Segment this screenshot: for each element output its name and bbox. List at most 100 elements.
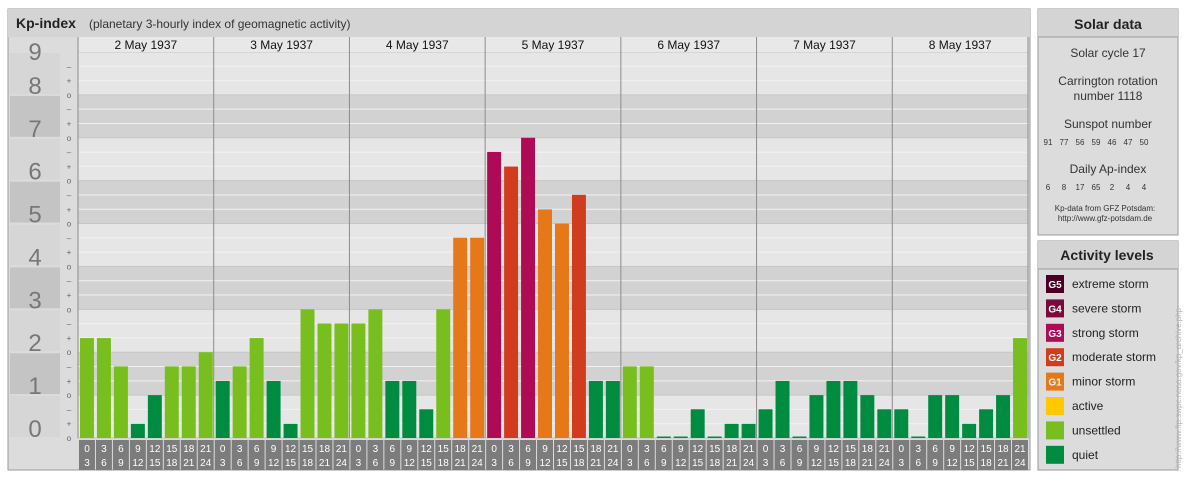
interval-end-label: 15 [692,458,704,469]
kp-sub-mark: o [67,391,72,400]
interval-end-label: 12 [947,458,959,469]
kp-sub-mark: – [67,405,72,414]
legend-swatch [1046,397,1064,415]
interval-cell [350,440,367,470]
kp-level-labels: 0 1 2 3 4 5 6 7 8 9 [10,39,60,443]
legend-swatch [1046,323,1064,342]
kp-level-label: 2 [28,330,41,357]
interval-cell [1012,440,1028,470]
interval-cell [757,440,774,470]
legend-badge-label: G5 [1048,280,1062,291]
interval-cell [672,440,689,470]
interval-end-label: 15 [556,458,568,469]
interval-cell [927,440,944,470]
kp-bar [283,423,298,438]
legend-item-label: minor storm [1072,375,1135,389]
kp-sub-mark: o [67,134,72,143]
interval-start-label: 6 [118,444,124,455]
kp-sub-mark: + [67,248,72,257]
level-band [78,137,1028,181]
interval-end-label: 21 [183,458,195,469]
kp-sub-level-marks: o + – o + – o + – o + – o + – o + – o + – o + – o + – [67,62,72,443]
interval-start-label: 0 [220,444,226,455]
level-band [78,223,1028,267]
kp-level-label: 0 [28,416,41,443]
kp-sub-mark: + [67,119,72,128]
ap-index-value: 2 [1110,183,1115,192]
interval-cell [961,440,978,470]
kp-bar [571,194,586,438]
ap-index-value: 6 [1046,183,1051,192]
interval-end-label: 24 [472,458,484,469]
interval-cell [401,440,418,470]
interval-cell [910,440,927,470]
solar-data-panel: Solar data Solar cycle 17 Carrington rot… [1037,8,1179,236]
interval-end-label: 3 [898,458,904,469]
kp-bar [96,338,111,438]
interval-start-label: 21 [200,444,212,455]
interval-cell [367,440,384,470]
interval-start-label: 9 [814,444,820,455]
kp-sub-mark: + [67,334,72,343]
interval-start-label: 0 [356,444,362,455]
interval-end-label: 18 [981,458,993,469]
ap-index-value: 65 [1092,183,1101,192]
interval-start-label: 18 [997,444,1009,455]
kp-bar [962,423,977,438]
kp-bar [385,380,400,438]
kp-sub-mark: – [67,320,72,329]
interval-start-label: 18 [183,444,195,455]
interval-start-label: 12 [421,444,433,455]
interval-start-label: 12 [692,444,704,455]
kp-bar [996,395,1011,438]
interval-cell [452,440,469,470]
kp-bar [605,380,620,438]
interval-end-label: 3 [220,458,226,469]
chart-subtitle: (planetary 3-hourly index of geomagnetic… [89,17,350,31]
ap-index-value: 8 [1062,183,1067,192]
interval-start-label: 12 [285,444,297,455]
kp-bar [521,137,536,438]
interval-start-label: 21 [879,444,891,455]
interval-end-label: 3 [491,458,497,469]
kp-level-label: 8 [28,73,41,100]
interval-cell [333,440,350,470]
carrington-rotation-line1: Carrington rotation [1058,74,1157,88]
legend-swatch [1046,299,1064,318]
legend-title-bar [1038,241,1178,269]
kp-sub-mark: o [67,262,72,271]
data-source-line2: http://www.gfz-potsdam.de [1058,214,1153,223]
interval-cell [384,440,401,470]
interval-cell [876,440,893,470]
legend-badge-label: G1 [1048,378,1062,389]
kp-bar [334,323,349,438]
kp-bar [724,423,739,438]
interval-end-label: 3 [627,458,633,469]
kp-bar [809,395,824,438]
kp-sub-mark: o [67,177,72,186]
ap-index-value: 4 [1142,183,1147,192]
interval-cell [893,440,910,470]
interval-start-label: 15 [166,444,178,455]
interval-start-label: 12 [556,444,568,455]
interval-start-label: 3 [508,444,514,455]
legend-swatch [1046,275,1064,293]
kp-level-label: 3 [28,287,41,314]
level-label-cell [10,353,60,395]
kp-bar [741,423,756,438]
interval-cell [214,440,231,470]
activity-levels-legend: Activity levels G5 extreme storm G4 severe … [1037,240,1179,471]
solar-panel-background [1037,8,1179,236]
interval-start-label: 21 [472,444,484,455]
interval-cell [469,440,486,470]
interval-end-label: 9 [661,458,667,469]
day-header-strip [78,37,1028,52]
legend-title: Activity levels [1060,247,1154,263]
kp-bars [80,137,1027,439]
kp-bar [80,338,94,438]
legend-item-label: severe storm [1072,301,1141,315]
interval-start-label: 9 [407,444,413,455]
interval-start-label: 21 [336,444,348,455]
kp-bar [215,380,230,438]
